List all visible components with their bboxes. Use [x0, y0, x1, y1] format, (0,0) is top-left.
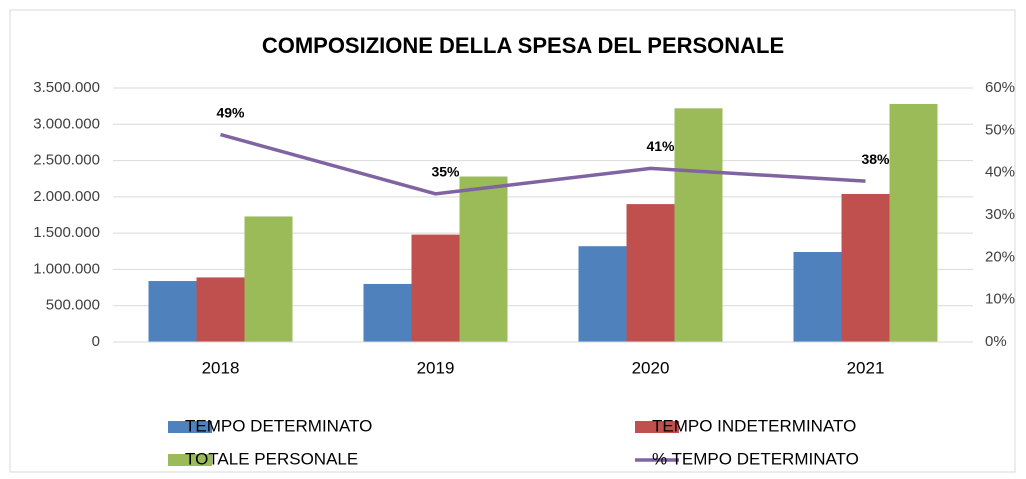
y2-tick-label: 20% — [985, 248, 1015, 265]
data-label: 35% — [431, 164, 460, 180]
x-tick-label: 2019 — [417, 358, 455, 377]
y2-tick-label: 60% — [985, 79, 1015, 96]
legend-label: TEMPO INDETERMINATO — [652, 416, 856, 435]
chart-title: COMPOSIZIONE DELLA SPESA DEL PERSONALE — [262, 33, 784, 58]
y-tick-label: 2.000.000 — [33, 188, 100, 205]
bar — [626, 204, 675, 342]
bar — [459, 176, 508, 342]
bar — [793, 252, 842, 342]
bar — [841, 193, 890, 342]
legend-label: % TEMPO DETERMINATO — [652, 449, 859, 468]
x-tick-label: 2021 — [847, 358, 885, 377]
bar — [363, 283, 412, 342]
x-tick-label: 2020 — [632, 358, 670, 377]
y-tick-label: 2.500.000 — [33, 152, 100, 169]
legend-label: TOTALE PERSONALE — [185, 449, 358, 468]
legend-label: TEMPO DETERMINATO — [185, 416, 372, 435]
bar — [889, 103, 938, 342]
legend-swatch — [168, 454, 212, 466]
bar — [196, 277, 245, 342]
y2-tick-label: 0% — [985, 333, 1007, 350]
data-label: 38% — [861, 151, 890, 167]
y-tick-label: 3.500.000 — [33, 79, 100, 96]
y-tick-label: 3.000.000 — [33, 115, 100, 132]
y-tick-label: 1.500.000 — [33, 224, 100, 241]
legend-swatch — [635, 421, 679, 433]
legend-swatch — [168, 421, 212, 433]
y-tick-label: 1.000.000 — [33, 260, 100, 277]
data-label: 49% — [216, 104, 245, 120]
y2-tick-label: 10% — [985, 291, 1015, 308]
line — [220, 132, 866, 196]
data-label: 41% — [646, 138, 675, 154]
bar — [578, 246, 627, 342]
y-tick-label: 0 — [92, 333, 100, 350]
bar — [674, 108, 723, 342]
bar — [148, 281, 197, 342]
y2-tick-label: 40% — [985, 164, 1015, 181]
x-tick-label: 2018 — [202, 358, 240, 377]
y2-tick-label: 30% — [985, 206, 1015, 223]
y-tick-label: 500.000 — [46, 297, 100, 314]
bar — [244, 216, 293, 342]
bar — [411, 234, 460, 342]
y2-tick-label: 50% — [985, 121, 1015, 138]
